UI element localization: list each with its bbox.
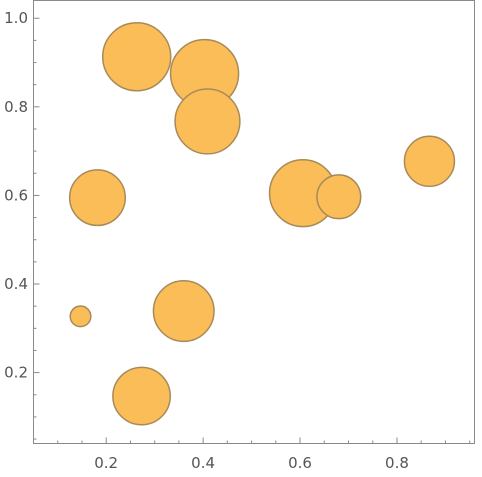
x-tick-label: 0.4: [191, 454, 215, 472]
y-tick-label: 0.6: [4, 186, 28, 204]
x-tick-label: 0.8: [385, 454, 409, 472]
y-tick-label: 0.4: [4, 275, 28, 293]
bubble-point[interactable]: [174, 88, 241, 155]
bubble-point[interactable]: [152, 279, 215, 343]
bubble-point[interactable]: [69, 305, 92, 328]
y-tick-label: 0.2: [4, 364, 28, 382]
x-tick-label: 0.2: [94, 454, 118, 472]
plot-frame: [33, 0, 475, 444]
bubble-layer: [68, 22, 456, 426]
x-axis: 0.2 0.4 0.6 0.8: [57, 437, 471, 472]
bubble-point[interactable]: [112, 366, 172, 426]
bubble-point[interactable]: [316, 174, 362, 220]
bubble-point[interactable]: [101, 22, 172, 92]
bubble-point[interactable]: [403, 135, 456, 188]
y-axis: 0.2 0.4 0.6 0.8 1.0: [4, 9, 40, 440]
y-tick-label: 1.0: [4, 9, 28, 27]
bubble-point[interactable]: [68, 169, 127, 227]
x-tick-label: 0.6: [288, 454, 312, 472]
y-tick-label: 0.8: [4, 98, 28, 116]
